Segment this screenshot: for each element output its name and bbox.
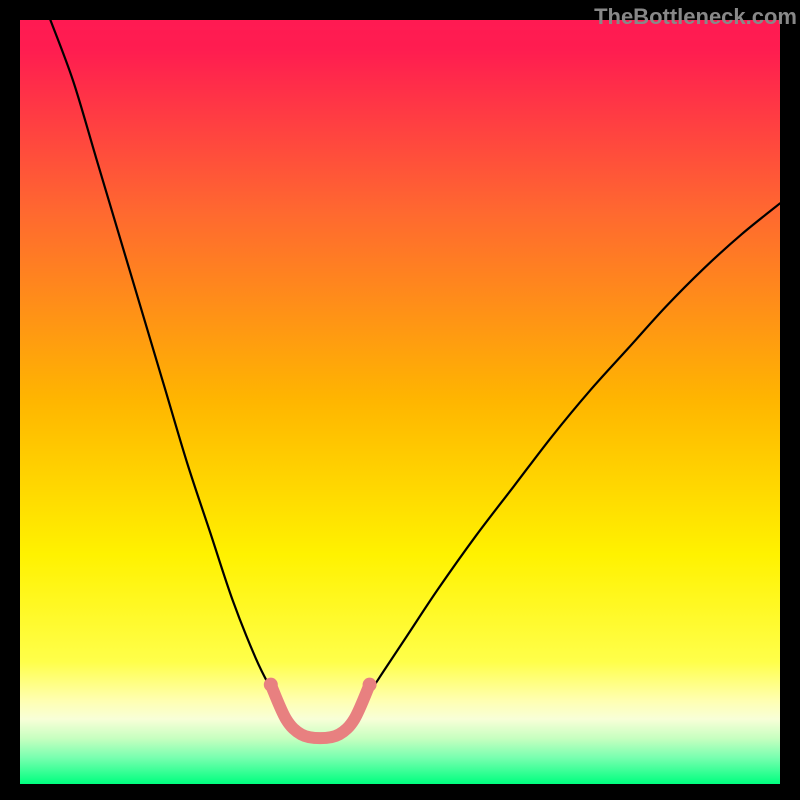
- plot-area: [20, 20, 780, 784]
- gradient-background: [20, 20, 780, 784]
- gradient-plot: [20, 20, 780, 784]
- valley-endpoint-right: [363, 678, 377, 692]
- valley-endpoint-left: [264, 678, 278, 692]
- chart-container: TheBottleneck.com: [0, 0, 800, 800]
- watermark-text: TheBottleneck.com: [594, 4, 797, 30]
